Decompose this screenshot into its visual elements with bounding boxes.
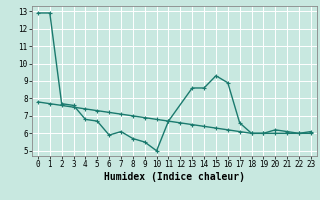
X-axis label: Humidex (Indice chaleur): Humidex (Indice chaleur) xyxy=(104,172,245,182)
